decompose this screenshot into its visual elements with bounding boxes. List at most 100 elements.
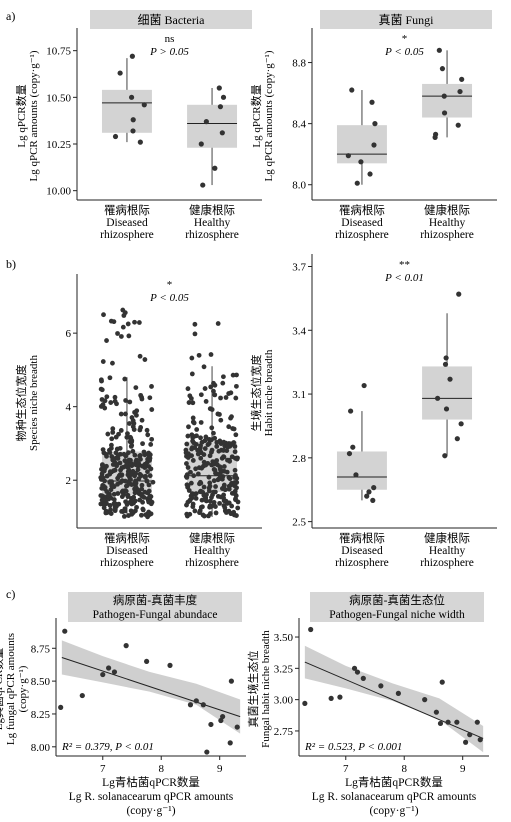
chart-b1-point [122, 376, 128, 382]
chart-c2-point [378, 683, 384, 689]
chart-b1-point [192, 331, 198, 337]
chart-b1-point [225, 444, 231, 450]
chart-b1-point [221, 482, 227, 488]
chart-b2-point [443, 406, 450, 412]
chart-b1-point [140, 507, 146, 513]
chart-b1-point [108, 318, 114, 324]
chart-b1-point [123, 411, 128, 417]
chart-b1-point [122, 458, 128, 464]
chart-b1-point [107, 503, 113, 508]
chart-b1-point [123, 398, 129, 403]
chart-b1-point [126, 457, 132, 463]
chart-a1-point [220, 94, 227, 100]
chart-b1-point [199, 489, 205, 495]
chart-b2-x-category-label: Healthy [429, 545, 466, 557]
chart-a1-point [137, 139, 143, 145]
chart-b1-point [224, 469, 230, 475]
chart-c2-point [360, 675, 366, 681]
chart-b2-point [456, 291, 462, 297]
panel-label-c: c) [6, 587, 15, 601]
chart-a1-title: 细菌 Bacteria [138, 13, 206, 27]
chart-b1-point [144, 478, 150, 484]
chart-b1-point [232, 449, 238, 455]
chart-a1-point [217, 104, 224, 110]
chart-c2-point [308, 626, 314, 633]
chart-b1-point [233, 432, 239, 438]
chart-b1-y-label: 物种生态位宽度 [14, 365, 28, 442]
chart-b1-point [228, 511, 234, 517]
chart-b1-point [223, 395, 229, 400]
chart-c2-title-box [310, 592, 484, 622]
chart-c1-point [111, 669, 118, 675]
chart-a2-point [455, 122, 461, 128]
chart-c1-y-tick-label: 8.75 [31, 643, 51, 655]
chart-b1-point [135, 467, 141, 473]
chart-b1-point [211, 478, 217, 484]
chart-a1-point [129, 53, 135, 59]
chart-b1-point [126, 513, 131, 518]
chart-c1-y-tick-label: 8.00 [31, 742, 51, 754]
chart-c2-x-tick-label: 7 [343, 763, 349, 775]
chart-b1-point [150, 479, 156, 485]
chart-b1-point [99, 378, 104, 384]
chart-b1-point [137, 453, 143, 458]
chart-b1-point [190, 504, 196, 510]
chart-c1-point [218, 717, 224, 724]
chart-b1-point [133, 480, 139, 486]
chart-b1-point [231, 440, 237, 445]
chart-a1-point [130, 117, 136, 123]
chart-b1-point [187, 393, 193, 399]
chart-b1-point [207, 504, 213, 510]
chart-b1-point [105, 493, 111, 499]
chart-c1-x-tick-label: 8 [158, 763, 164, 775]
chart-b1-point [213, 510, 219, 516]
chart-c2-point [422, 697, 428, 703]
chart-b1-point [146, 482, 152, 488]
chart-b1-point [221, 464, 227, 469]
chart-b2-y-tick-label: 2.5 [292, 517, 306, 529]
chart-c2-title-line: 病原菌-真菌生态位 [349, 593, 445, 607]
chart-a2-point [367, 171, 373, 177]
chart-b1-point [148, 511, 154, 517]
chart-b1-point [128, 476, 133, 482]
chart-a1-point [141, 102, 147, 108]
chart-b1-point [120, 324, 126, 330]
chart-b1-point [229, 454, 235, 460]
chart-b1-point [107, 469, 113, 475]
chart-c1-point [144, 658, 150, 665]
chart-b1-point [130, 448, 136, 454]
chart-c1-point [167, 662, 173, 668]
chart-b1-point [131, 421, 137, 426]
chart-a2-y-tick-label: 8.8 [292, 58, 306, 70]
chart-b1-point [137, 353, 143, 359]
chart-c1-x-label: Lg青枯菌qPCR数量 [102, 775, 200, 789]
chart-b1-point [190, 400, 196, 406]
chart-c1-y-label: Lg fungal qPCR amounts [5, 633, 17, 745]
chart-b1-point [118, 334, 124, 339]
chart-b2-point [371, 485, 377, 491]
chart-b1-point [142, 357, 148, 362]
chart-a2-point [436, 47, 442, 53]
chart-b1-y-tick-label: 4 [66, 402, 72, 414]
chart-b1-point [228, 390, 234, 396]
chart-b1-point [102, 502, 108, 507]
chart-b1-point [116, 473, 122, 479]
chart-b1-point [211, 466, 217, 472]
chart-b1-point [140, 441, 145, 447]
chart-b1-point [210, 492, 215, 498]
chart-a1-point [200, 182, 206, 188]
chart-a2-significance: * [402, 33, 408, 45]
chart-b1-point [127, 421, 132, 426]
chart-c1-point [106, 665, 112, 671]
chart-b1-x-category-label: Diseased [106, 545, 148, 557]
chart-b1-point [221, 439, 227, 445]
chart-b1-point [198, 392, 204, 398]
chart-b1-point [198, 455, 204, 461]
chart-c1-point [62, 628, 68, 634]
chart-b1-point [235, 505, 241, 511]
chart-b1-point [147, 457, 152, 463]
chart-b1-point [209, 407, 215, 412]
chart-b1-point [98, 493, 104, 498]
chart-b1-point [111, 497, 117, 502]
